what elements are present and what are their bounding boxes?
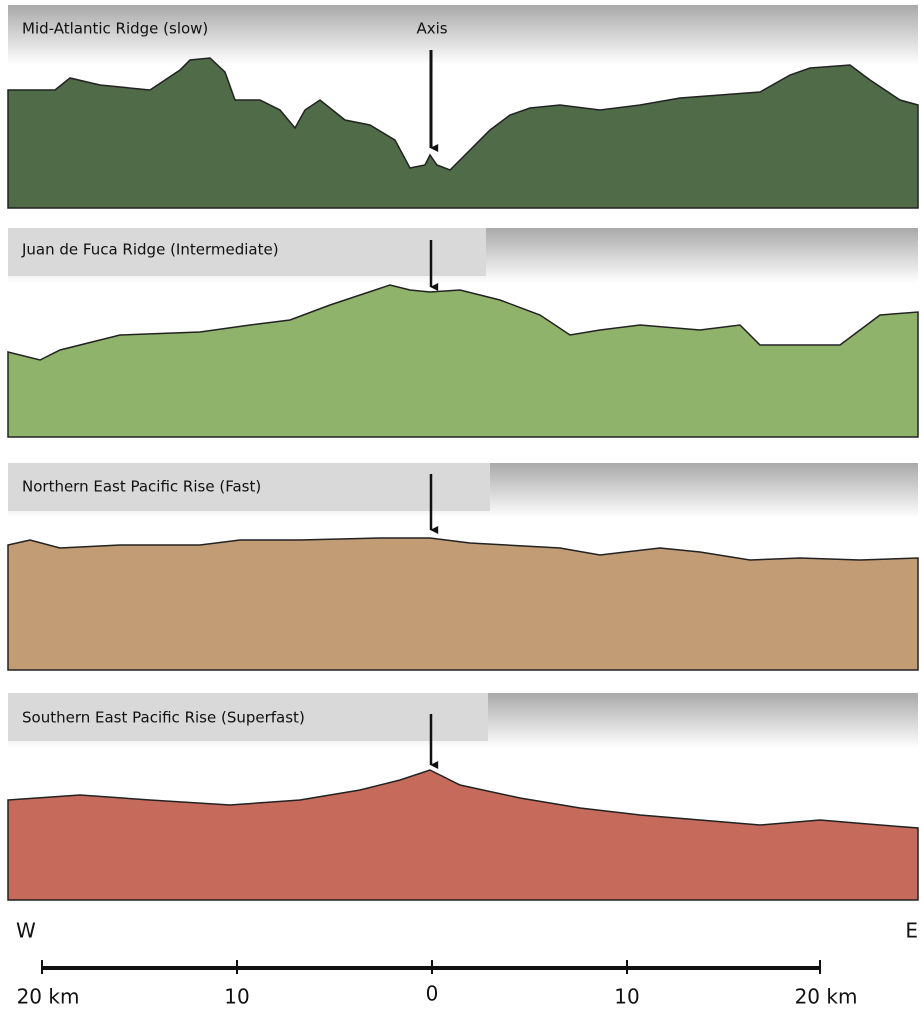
axis-label: Axis — [416, 20, 447, 38]
diagram: Mid-Atlantic Ridge (slow) Axis Juan de F… — [0, 0, 924, 1017]
panel-fast: Northern East Pacific Rise (Fast) — [8, 463, 918, 670]
scale-label: 0 — [426, 982, 439, 1006]
west-label: W — [16, 919, 36, 943]
panel-label: Juan de Fuca Ridge (Intermediate) — [21, 241, 279, 259]
east-label: E — [905, 919, 918, 943]
profile — [8, 58, 918, 208]
profile — [8, 770, 918, 900]
scale-label: 10 — [614, 985, 639, 1009]
scale-label: 10 — [224, 985, 249, 1009]
panel-label: Southern East Pacific Rise (Superfast) — [22, 709, 305, 727]
panel-superfast: Southern East Pacific Rise (Superfast) — [8, 693, 918, 900]
panel-label: Northern East Pacific Rise (Fast) — [22, 478, 261, 496]
panel-label: Mid-Atlantic Ridge (slow) — [22, 20, 208, 38]
panel-slow: Mid-Atlantic Ridge (slow) Axis — [8, 5, 918, 208]
profile — [8, 285, 918, 437]
scale-label: 20 km — [17, 985, 80, 1009]
scale-bar: 20 km 10 0 10 20 km — [17, 960, 858, 1009]
panel-intermediate: Juan de Fuca Ridge (Intermediate) — [8, 228, 918, 437]
profile — [8, 538, 918, 670]
scale-label: 20 km — [795, 985, 858, 1009]
